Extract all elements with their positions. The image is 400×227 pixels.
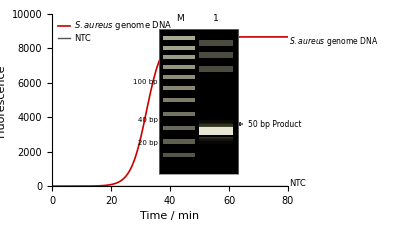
Y-axis label: Fluorescence: Fluorescence <box>0 63 6 137</box>
X-axis label: Time / min: Time / min <box>140 211 200 221</box>
Legend: $\it{S. aureus}$ genome DNA, NTC: $\it{S. aureus}$ genome DNA, NTC <box>56 18 174 45</box>
Text: 50 bp Product: 50 bp Product <box>238 120 302 128</box>
Text: $\it{S. aureus}$ genome DNA: $\it{S. aureus}$ genome DNA <box>290 35 379 48</box>
Text: NTC: NTC <box>290 179 306 188</box>
